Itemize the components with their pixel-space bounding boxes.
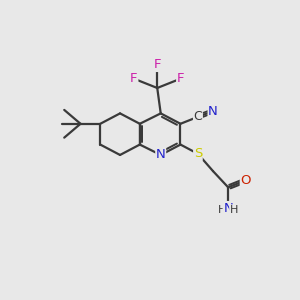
Text: S: S xyxy=(194,147,202,160)
Text: N: N xyxy=(208,105,218,118)
Text: C: C xyxy=(194,110,202,123)
Text: O: O xyxy=(240,174,251,187)
Text: N: N xyxy=(156,148,166,161)
Text: F: F xyxy=(177,72,184,85)
Text: H: H xyxy=(230,205,238,215)
Text: F: F xyxy=(130,72,138,85)
Text: H: H xyxy=(218,205,226,215)
Text: F: F xyxy=(154,58,161,71)
Text: N: N xyxy=(223,202,233,214)
